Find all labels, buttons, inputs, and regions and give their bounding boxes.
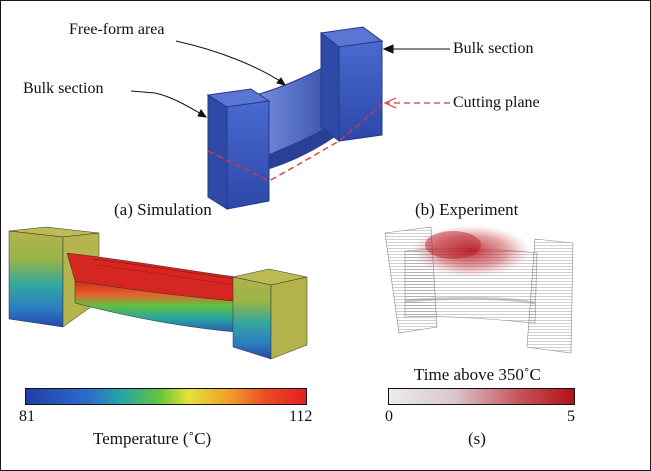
arrow-cutting-plane <box>383 97 450 109</box>
label-bulk-section-right: Bulk section <box>453 40 534 57</box>
label-cutting-plane: Cutting plane <box>453 94 540 111</box>
simulation-render <box>8 226 308 360</box>
temperature-max-label: 112 <box>289 408 313 425</box>
bulk-right-side <box>338 40 383 142</box>
bulk-left-side <box>226 100 270 210</box>
temperature-min-label: 81 <box>19 408 35 425</box>
label-free-form-area: Free-form area <box>69 21 165 38</box>
time-max-label: 5 <box>567 408 575 425</box>
cutting-plane-line <box>207 104 383 182</box>
caption-experiment: (b) Experiment <box>415 200 519 219</box>
label-bulk-section-left: Bulk section <box>23 80 104 97</box>
leader-arrows <box>130 40 450 118</box>
free-form-underside <box>259 119 343 171</box>
bulk-right-front <box>320 31 340 143</box>
heat-region <box>411 225 531 277</box>
arrow-bulk-left <box>130 90 204 116</box>
caption-simulation: (a) Simulation <box>114 200 212 219</box>
temperature-axis-title: Temperature (˚C) <box>93 429 212 448</box>
arrow-free-form <box>175 40 284 84</box>
temperature-colorbar <box>25 388 307 405</box>
time-axis-title: Time above 350˚C <box>414 365 541 384</box>
time-min-label: 0 <box>385 408 393 425</box>
time-colorbar <box>388 388 575 405</box>
time-unit-label: (s) <box>468 429 486 448</box>
experiment-render <box>384 225 574 354</box>
part-3d-model <box>206 26 384 210</box>
